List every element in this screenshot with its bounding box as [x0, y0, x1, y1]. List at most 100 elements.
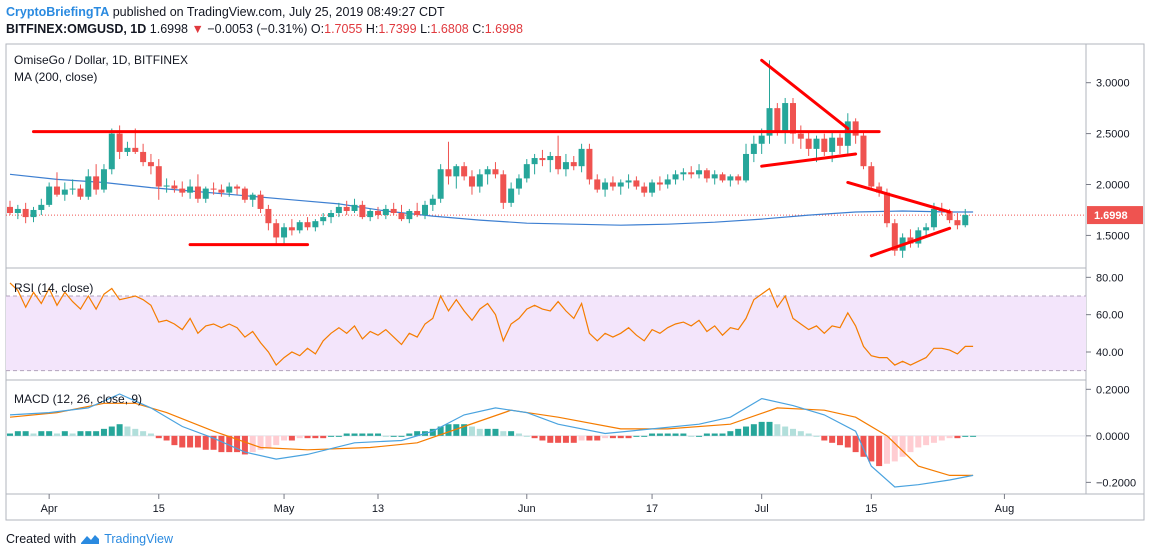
- macd-histogram-bar: [758, 421, 765, 436]
- macd-histogram-bar: [508, 431, 515, 436]
- candle-body: [500, 174, 507, 203]
- macd-histogram-bar: [680, 433, 687, 436]
- candle-body: [445, 169, 452, 177]
- candle-body: [797, 133, 804, 139]
- macd-histogram-bar: [868, 435, 875, 462]
- macd-histogram-bar: [124, 426, 131, 436]
- macd-histogram-bar: [703, 433, 710, 436]
- open-label: O:: [310, 22, 325, 36]
- author-link[interactable]: CryptoBriefingTA: [6, 5, 110, 19]
- candle-body: [437, 169, 444, 199]
- candle-body: [335, 206, 342, 214]
- macd-histogram-bar: [257, 435, 264, 450]
- last-price-tag-label: 1.6998: [1094, 210, 1128, 222]
- time-axis-label: 17: [646, 503, 658, 515]
- macd-histogram-bar: [750, 424, 757, 436]
- candle-body: [609, 182, 616, 187]
- macd-histogram-bar: [656, 433, 663, 436]
- trendline-annotation: [760, 152, 858, 168]
- macd-histogram-bar: [335, 435, 342, 437]
- candle-body: [625, 180, 632, 183]
- symbol-label: BITFINEX:OMGUSD, 1D: [6, 22, 147, 36]
- candle-body: [155, 166, 162, 187]
- macd-histogram-bar: [312, 435, 319, 439]
- publish-info: published on TradingView.com, July 25, 2…: [109, 5, 445, 19]
- macd-histogram-bar: [586, 435, 593, 441]
- time-axis-label: May: [274, 503, 295, 515]
- time-axis[interactable]: [5, 493, 1145, 521]
- macd-histogram-bar: [77, 431, 84, 436]
- macd-histogram-bar: [46, 431, 53, 436]
- macd-histogram-bar: [7, 433, 13, 436]
- macd-histogram-bar: [343, 433, 350, 436]
- trendline-annotation: [760, 58, 850, 131]
- candle-body: [743, 153, 750, 181]
- macd-histogram-bar: [437, 426, 444, 436]
- candle-body: [187, 186, 194, 193]
- macd-histogram-bar: [171, 435, 178, 446]
- candle-body: [30, 209, 37, 218]
- rsi-line: [9, 282, 974, 367]
- candle-body: [696, 170, 703, 175]
- candle-body: [241, 188, 248, 200]
- high-label: H:: [365, 22, 379, 36]
- macd-histogram-bar: [883, 435, 890, 464]
- candle-body: [782, 103, 789, 132]
- price-pane[interactable]: [5, 43, 1087, 269]
- macd-axis-tick-label: −0.2000: [1096, 477, 1136, 489]
- candle-body: [163, 185, 170, 187]
- macd-histogram-bar: [672, 433, 679, 436]
- macd-histogram-bar: [194, 435, 201, 448]
- rsi-axis-tick-label: 80.00: [1096, 272, 1124, 284]
- macd-histogram-bar: [946, 435, 953, 439]
- candle-body: [844, 121, 851, 146]
- candle-body: [116, 133, 123, 152]
- candle-body: [836, 137, 843, 146]
- macd-histogram-bar: [852, 435, 859, 453]
- tradingview-link[interactable]: TradingView: [104, 532, 173, 546]
- macd-histogram-bar: [100, 428, 107, 436]
- candle-body: [821, 138, 828, 152]
- candle-body: [194, 186, 201, 199]
- macd-histogram-bar: [602, 435, 609, 439]
- price-axis[interactable]: [1085, 43, 1145, 495]
- candle-body: [492, 169, 499, 175]
- candle-body: [930, 208, 937, 228]
- macd-indicator-label: MACD (12, 26, close, 9): [14, 392, 142, 406]
- candle-body: [547, 156, 554, 161]
- candle-body: [93, 176, 100, 190]
- last-price-tag: [1087, 206, 1143, 225]
- candle-body: [484, 169, 491, 175]
- macd-histogram-bar: [108, 426, 115, 436]
- candle-body: [414, 210, 421, 216]
- macd-histogram-bar: [844, 435, 851, 448]
- candle-body: [664, 179, 671, 185]
- macd-histogram-bar: [555, 435, 562, 443]
- macd-histogram-bar: [414, 431, 421, 436]
- close-value: 1.6998: [484, 22, 523, 36]
- macd-histogram-bar: [539, 435, 546, 441]
- candle-body: [962, 215, 969, 226]
- time-axis-label: 13: [372, 503, 384, 515]
- candle-body: [539, 158, 546, 161]
- macd-histogram-bar: [288, 435, 295, 441]
- candle-body: [766, 108, 773, 136]
- rsi-axis-tick-label: 60.00: [1096, 310, 1124, 322]
- candle-body: [617, 182, 624, 187]
- macd-histogram-bar: [265, 435, 272, 448]
- candle-body: [672, 174, 679, 180]
- macd-histogram-bar: [468, 426, 475, 436]
- candle-body: [727, 176, 734, 181]
- macd-histogram-bar: [476, 428, 483, 436]
- price-change: −0.0053 (−0.31%): [207, 22, 308, 36]
- macd-histogram-bar: [273, 435, 280, 446]
- macd-histogram-bar: [523, 435, 530, 437]
- price-axis-tick-label: 2.0000: [1096, 180, 1130, 192]
- macd-histogram-bar: [22, 431, 29, 436]
- macd-histogram-bar: [85, 431, 92, 436]
- macd-histogram-bar: [140, 431, 147, 436]
- created-with-label: Created with: [6, 532, 77, 546]
- candle-body: [367, 210, 374, 218]
- candle-body: [954, 220, 961, 226]
